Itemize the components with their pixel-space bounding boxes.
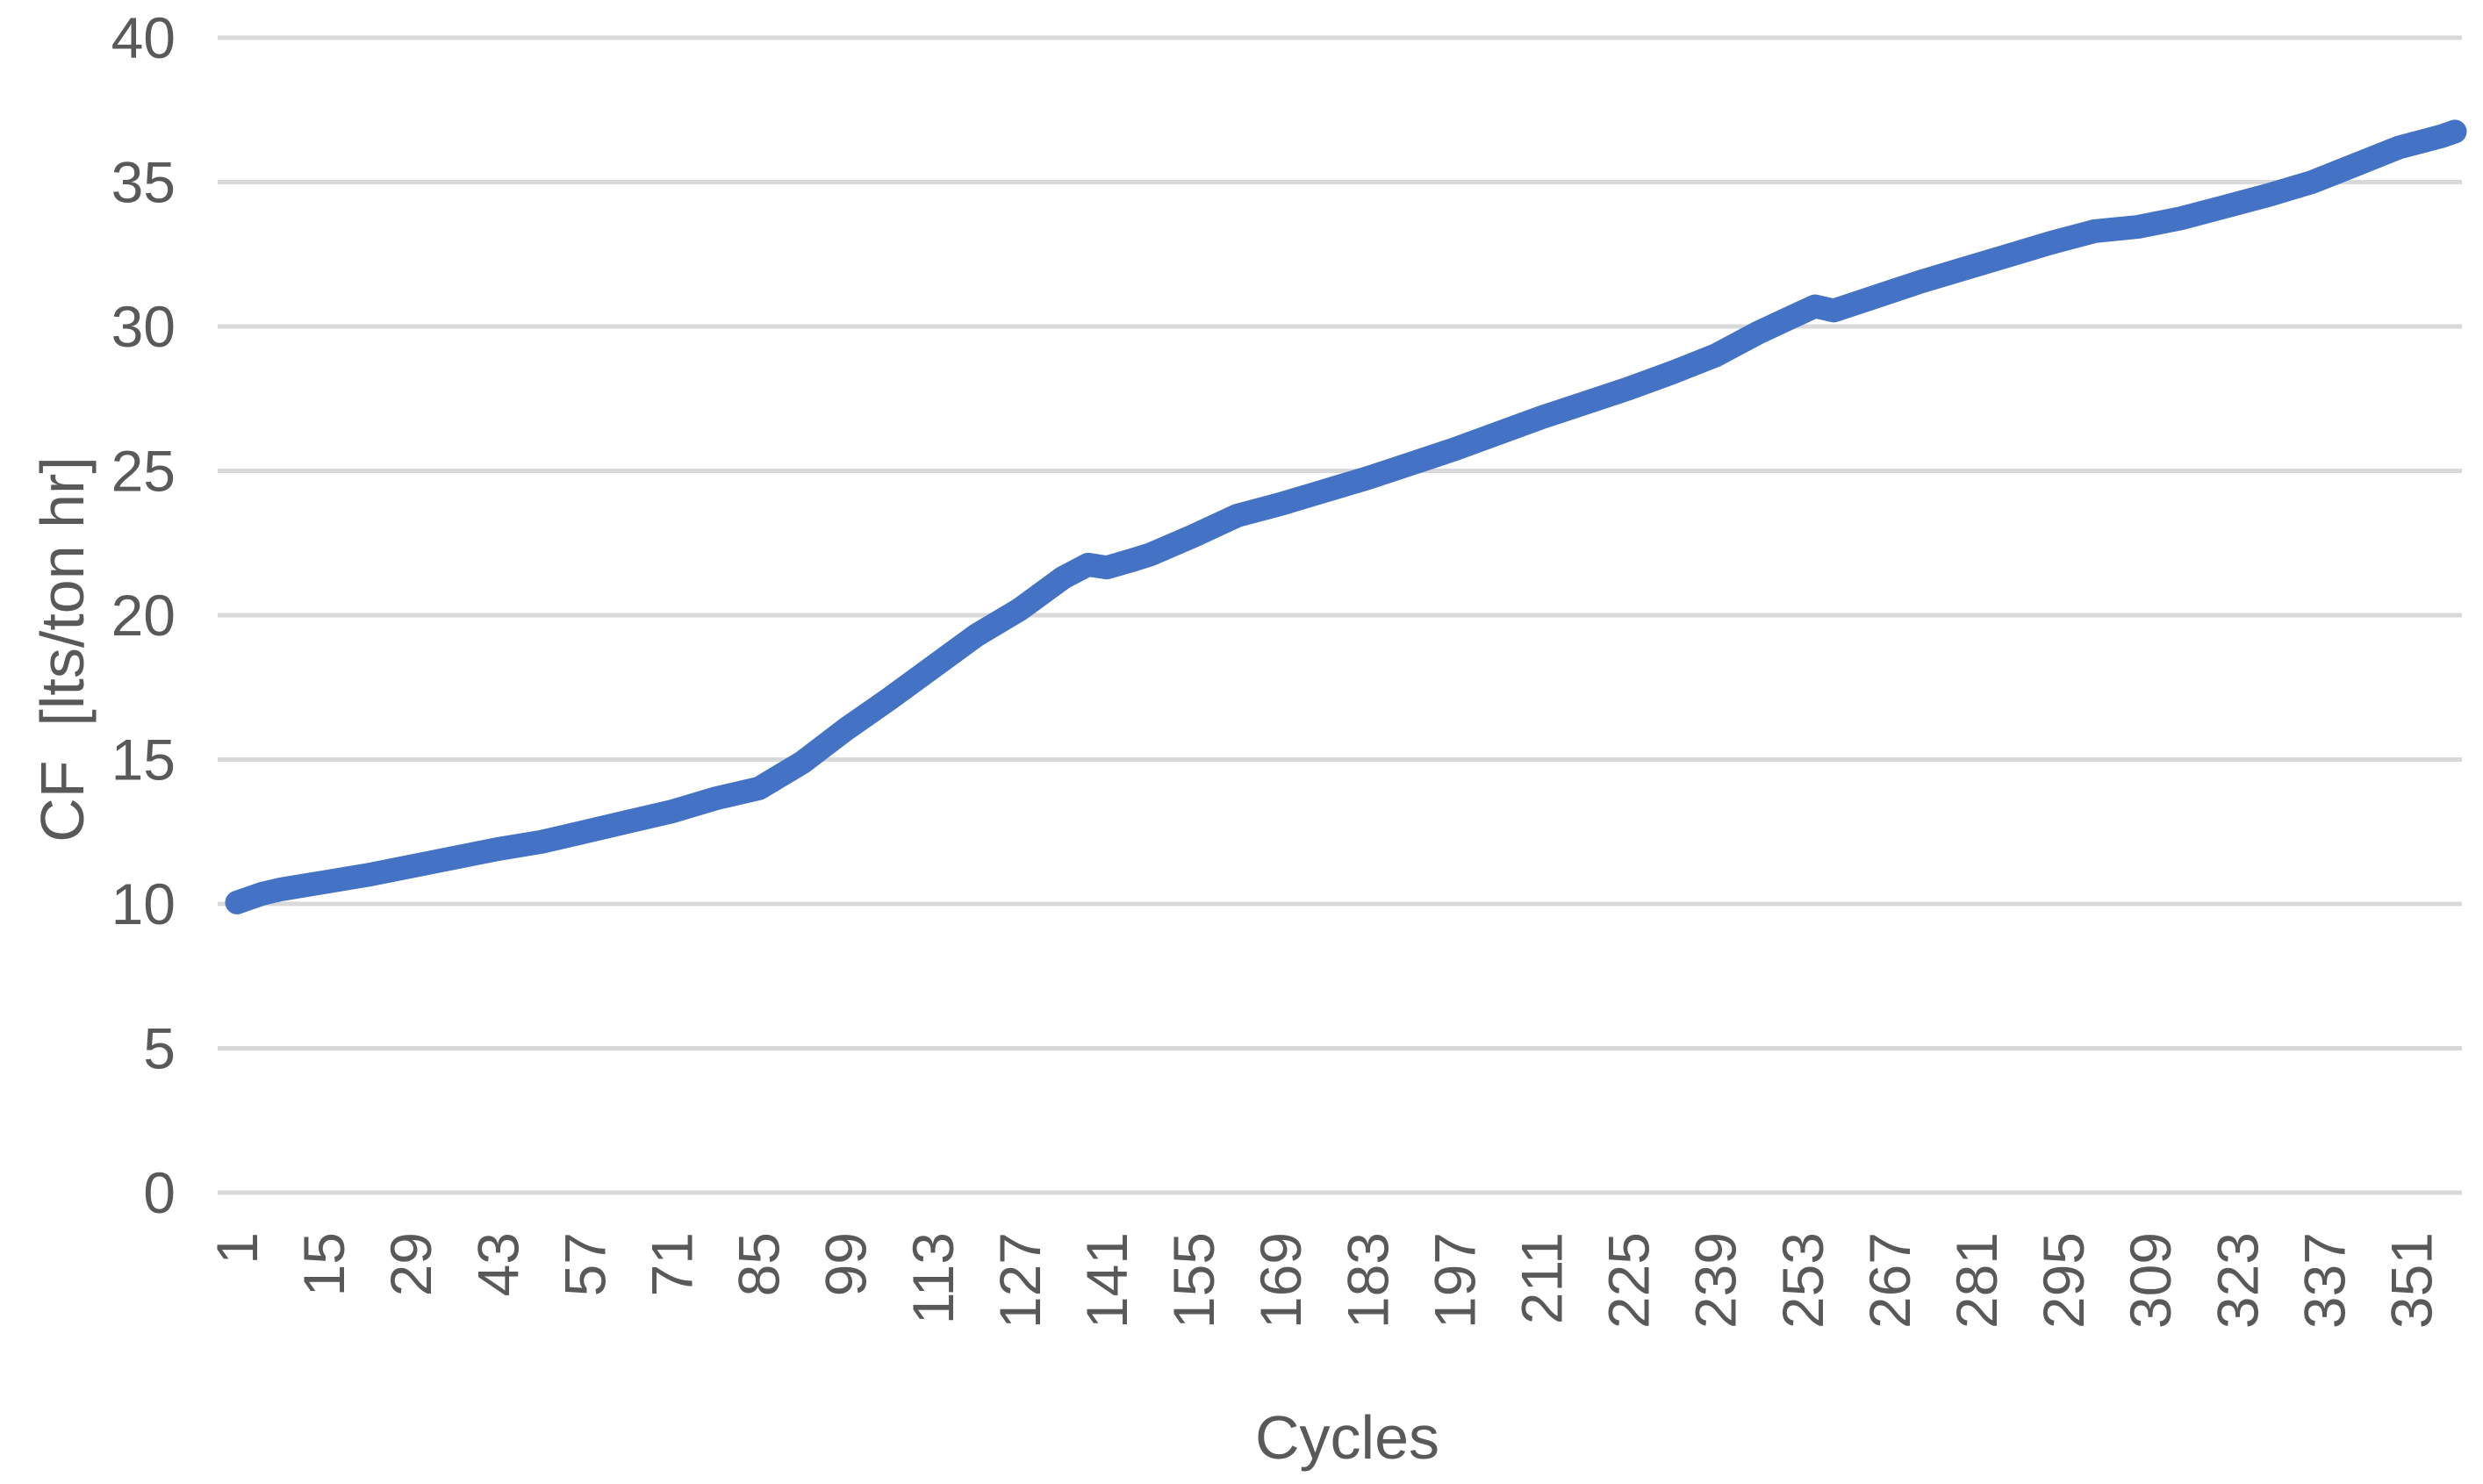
x-tick-label: 127 — [987, 1232, 1052, 1329]
x-tick-label: 337 — [2292, 1232, 2357, 1329]
x-tick-label: 197 — [1422, 1232, 1487, 1329]
x-tick-label: 29 — [378, 1232, 443, 1296]
x-tick-label: 43 — [465, 1232, 530, 1296]
x-tick-label: 239 — [1683, 1232, 1748, 1329]
x-axis-title: Cycles — [1255, 1403, 1439, 1472]
y-tick-label: 30 — [111, 294, 176, 359]
y-tick-label: 25 — [111, 439, 176, 504]
y-axis-title: CF [lts/ton hr] — [28, 456, 97, 842]
x-tick-label: 211 — [1509, 1232, 1574, 1324]
y-tick-labels-group: 0 5 10 15 20 25 30 35 40 — [111, 5, 176, 1225]
x-tick-label: 267 — [1857, 1232, 1922, 1329]
x-tick-label: 169 — [1248, 1232, 1313, 1329]
y-tick-label: 10 — [111, 871, 176, 936]
x-tick-label: 141 — [1074, 1232, 1139, 1329]
x-tick-label: 155 — [1161, 1232, 1226, 1329]
x-tick-label: 309 — [2118, 1232, 2183, 1329]
x-tick-labels-group: 1 15 29 43 57 71 85 99 113 127 141 155 169 183 197 211 2… — [205, 1232, 2444, 1329]
y-tick-label: 35 — [111, 150, 176, 215]
x-tick-label: 351 — [2379, 1232, 2444, 1329]
x-tick-label: 183 — [1335, 1232, 1400, 1329]
x-tick-label: 71 — [639, 1232, 704, 1296]
y-tick-label: 5 — [143, 1016, 176, 1081]
x-tick-label: 15 — [291, 1232, 356, 1296]
x-tick-label: 225 — [1597, 1232, 1661, 1329]
x-tick-label: 1 — [205, 1232, 269, 1265]
gridlines-group — [218, 35, 2462, 1195]
y-tick-label: 40 — [111, 5, 176, 70]
cf-line-series — [225, 119, 2467, 914]
x-tick-label: 295 — [2031, 1232, 2096, 1329]
y-tick-label: 15 — [111, 728, 176, 792]
y-tick-label: 0 — [143, 1160, 176, 1225]
x-tick-label: 323 — [2205, 1232, 2270, 1329]
x-tick-label: 281 — [1944, 1232, 2009, 1329]
x-tick-label: 85 — [727, 1232, 792, 1296]
x-tick-label: 253 — [1770, 1232, 1835, 1329]
y-tick-label: 20 — [111, 583, 176, 648]
x-tick-label: 99 — [814, 1232, 879, 1296]
x-tick-label: 113 — [901, 1232, 965, 1324]
x-tick-label: 57 — [552, 1232, 617, 1296]
